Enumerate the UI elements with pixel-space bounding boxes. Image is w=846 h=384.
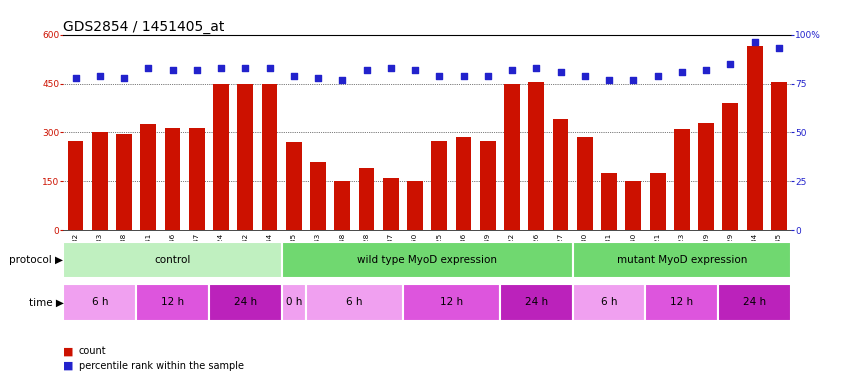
- Bar: [359, 169, 375, 230]
- Bar: [625, 182, 641, 230]
- Text: 12 h: 12 h: [440, 297, 463, 308]
- Text: 12 h: 12 h: [670, 297, 694, 308]
- Point: [311, 74, 325, 81]
- Bar: [650, 173, 666, 230]
- Point: [554, 69, 568, 75]
- Text: 24 h: 24 h: [743, 297, 766, 308]
- Bar: [189, 127, 205, 230]
- Bar: [407, 182, 423, 230]
- Text: 24 h: 24 h: [233, 297, 257, 308]
- Point: [409, 67, 422, 73]
- Bar: [238, 84, 253, 230]
- Point: [651, 73, 664, 79]
- Text: percentile rank within the sample: percentile rank within the sample: [79, 361, 244, 371]
- Bar: [577, 137, 593, 230]
- Bar: [529, 82, 544, 230]
- Bar: [63, 242, 282, 278]
- Point: [481, 73, 495, 79]
- Point: [602, 76, 616, 83]
- Bar: [63, 284, 136, 321]
- Point: [384, 65, 398, 71]
- Text: time ▶: time ▶: [29, 297, 63, 308]
- Bar: [403, 284, 500, 321]
- Point: [69, 74, 82, 81]
- Bar: [282, 242, 573, 278]
- Bar: [306, 284, 403, 321]
- Bar: [310, 162, 326, 230]
- Text: 6 h: 6 h: [346, 297, 363, 308]
- Text: 0 h: 0 h: [286, 297, 302, 308]
- Bar: [573, 284, 645, 321]
- Point: [263, 65, 277, 71]
- Point: [166, 67, 179, 73]
- Point: [287, 73, 300, 79]
- Bar: [771, 82, 787, 230]
- Bar: [261, 84, 277, 230]
- Point: [141, 65, 155, 71]
- Text: 24 h: 24 h: [525, 297, 548, 308]
- Point: [239, 65, 252, 71]
- Text: protocol ▶: protocol ▶: [9, 255, 63, 265]
- Point: [700, 67, 713, 73]
- Bar: [674, 129, 689, 230]
- Bar: [165, 127, 180, 230]
- Bar: [718, 284, 791, 321]
- Text: count: count: [79, 346, 107, 356]
- Text: 12 h: 12 h: [161, 297, 184, 308]
- Bar: [92, 132, 107, 230]
- Point: [336, 76, 349, 83]
- Bar: [645, 284, 718, 321]
- Bar: [334, 182, 350, 230]
- Bar: [456, 137, 471, 230]
- Bar: [500, 284, 573, 321]
- Point: [627, 76, 640, 83]
- Point: [578, 73, 591, 79]
- Text: 6 h: 6 h: [601, 297, 618, 308]
- Bar: [140, 124, 157, 230]
- Text: mutant MyoD expression: mutant MyoD expression: [617, 255, 747, 265]
- Point: [723, 61, 737, 67]
- Point: [214, 65, 228, 71]
- Bar: [480, 141, 496, 230]
- Bar: [573, 242, 791, 278]
- Bar: [747, 46, 762, 230]
- Point: [360, 67, 373, 73]
- Text: wild type MyoD expression: wild type MyoD expression: [357, 255, 497, 265]
- Bar: [698, 123, 714, 230]
- Text: ■: ■: [63, 361, 74, 371]
- Bar: [282, 284, 306, 321]
- Point: [118, 74, 131, 81]
- Point: [748, 39, 761, 45]
- Bar: [383, 178, 398, 230]
- Point: [675, 69, 689, 75]
- Point: [530, 65, 543, 71]
- Bar: [552, 119, 569, 230]
- Text: GDS2854 / 1451405_at: GDS2854 / 1451405_at: [63, 20, 225, 33]
- Bar: [213, 84, 229, 230]
- Point: [505, 67, 519, 73]
- Bar: [602, 173, 617, 230]
- Bar: [286, 142, 302, 230]
- Bar: [722, 103, 739, 230]
- Text: control: control: [155, 255, 190, 265]
- Point: [772, 45, 786, 51]
- Text: 6 h: 6 h: [91, 297, 108, 308]
- Bar: [431, 141, 448, 230]
- Bar: [504, 84, 520, 230]
- Text: ■: ■: [63, 346, 74, 356]
- Point: [457, 73, 470, 79]
- Bar: [116, 134, 132, 230]
- Bar: [136, 284, 209, 321]
- Point: [93, 73, 107, 79]
- Point: [432, 73, 446, 79]
- Bar: [68, 141, 84, 230]
- Bar: [209, 284, 282, 321]
- Point: [190, 67, 204, 73]
